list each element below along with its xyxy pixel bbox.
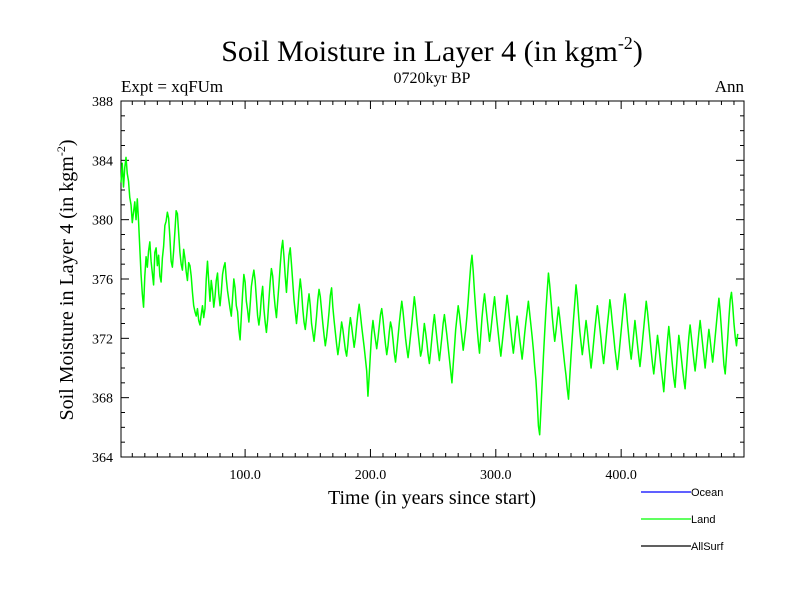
subtitle-center: 0720kyr BP (394, 70, 471, 87)
chart-title-main: Soil Moisture in Layer 4 (in kgm (221, 35, 618, 68)
x-axis-label: Time (in years since start) (328, 487, 536, 509)
series-line-land (120, 156, 739, 436)
chart-title-close: ) (633, 35, 643, 68)
y-axis-label: Soil Moisture in Layer 4 (in kgm-2) (54, 139, 78, 420)
y-tick-label: 380 (92, 214, 113, 229)
y-tick-label: 364 (92, 451, 113, 466)
axis-ticks (121, 100, 744, 458)
x-tick-label: 200.0 (355, 468, 387, 483)
plot-frame (120, 100, 745, 458)
legend-label: Ocean (691, 487, 723, 499)
y-tick-label: 384 (92, 154, 113, 169)
y-tick-label: 388 (92, 95, 113, 110)
y-tick-label: 368 (92, 392, 113, 407)
y-tick-label: 376 (92, 273, 113, 288)
y-axis-label-close: ) (56, 139, 78, 146)
y-axis-label-main: Soil Moisture in Layer 4 (in kgm (56, 156, 78, 421)
x-tick-label: 100.0 (229, 468, 261, 483)
x-tick-label: 300.0 (480, 468, 512, 483)
legend: Ocean Land AllSurf (641, 487, 724, 553)
plot-lines (120, 156, 739, 436)
y-axis-label-sup: -2 (54, 146, 68, 156)
chart-title-sup: -2 (618, 33, 633, 53)
legend-label: Land (691, 514, 715, 526)
chart-title: Soil Moisture in Layer 4 (in kgm-2) (221, 33, 643, 68)
axis-tick-labels: 364 368 372 376 380 384 388 100.0 200.0 300.0 400.… (92, 95, 637, 483)
subtitle-left: Expt = xqFUm (121, 77, 223, 96)
x-tick-label: 400.0 (605, 468, 637, 483)
y-tick-label: 372 (92, 332, 113, 347)
legend-label: AllSurf (691, 541, 724, 553)
subtitle-right: Ann (715, 77, 745, 96)
